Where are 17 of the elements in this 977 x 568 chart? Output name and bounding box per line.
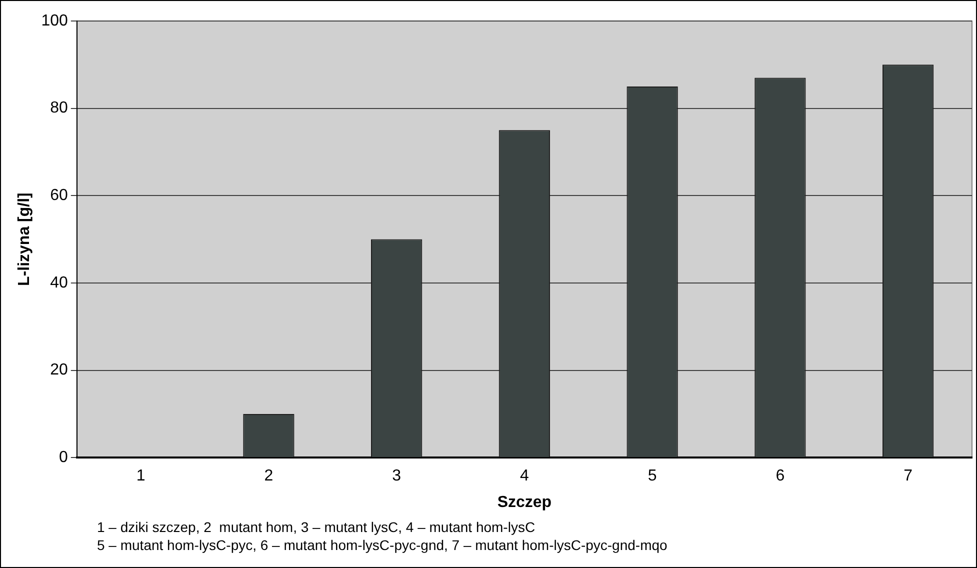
- y-tick-label: 60: [50, 187, 68, 204]
- text: 1 – dziki szczep, 2 mutant hom, 3 – mutant lysC, 4 – mutant hom-lysC: [97, 518, 536, 536]
- y-axis-title: L-lizyna [g/l]: [16, 192, 34, 286]
- x-tick-label: 6: [776, 468, 785, 485]
- x-tick-label: 7: [904, 468, 913, 485]
- text: 5 – mutant hom-lysC-pyc, 6 – mutant hom-lysC-pyc-gnd, 7 – mutant hom-lysC-pyc-gnd-mqo: [97, 536, 668, 554]
- y-tick-label: 80: [50, 100, 68, 117]
- x-tick-label: 2: [264, 468, 274, 485]
- y-tick-label: 20: [50, 362, 68, 379]
- y-tick-label: 0: [58, 449, 68, 466]
- x-tick-label: 4: [520, 468, 529, 485]
- x-tick-label: 5: [648, 468, 657, 485]
- x-tick-label: 3: [392, 468, 402, 485]
- x-axis-title: Szczep: [497, 494, 552, 511]
- y-tick-label: 40: [50, 274, 68, 292]
- y-tick-label: 100: [41, 12, 68, 30]
- x-tick-label: 1: [136, 468, 146, 485]
